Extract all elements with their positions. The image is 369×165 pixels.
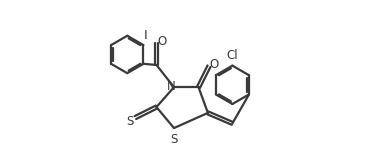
Text: S: S: [127, 115, 134, 128]
Text: N: N: [167, 80, 176, 93]
Text: Cl: Cl: [227, 49, 238, 62]
Text: I: I: [144, 29, 147, 42]
Text: O: O: [157, 35, 166, 48]
Text: O: O: [210, 58, 219, 71]
Text: S: S: [170, 133, 177, 146]
